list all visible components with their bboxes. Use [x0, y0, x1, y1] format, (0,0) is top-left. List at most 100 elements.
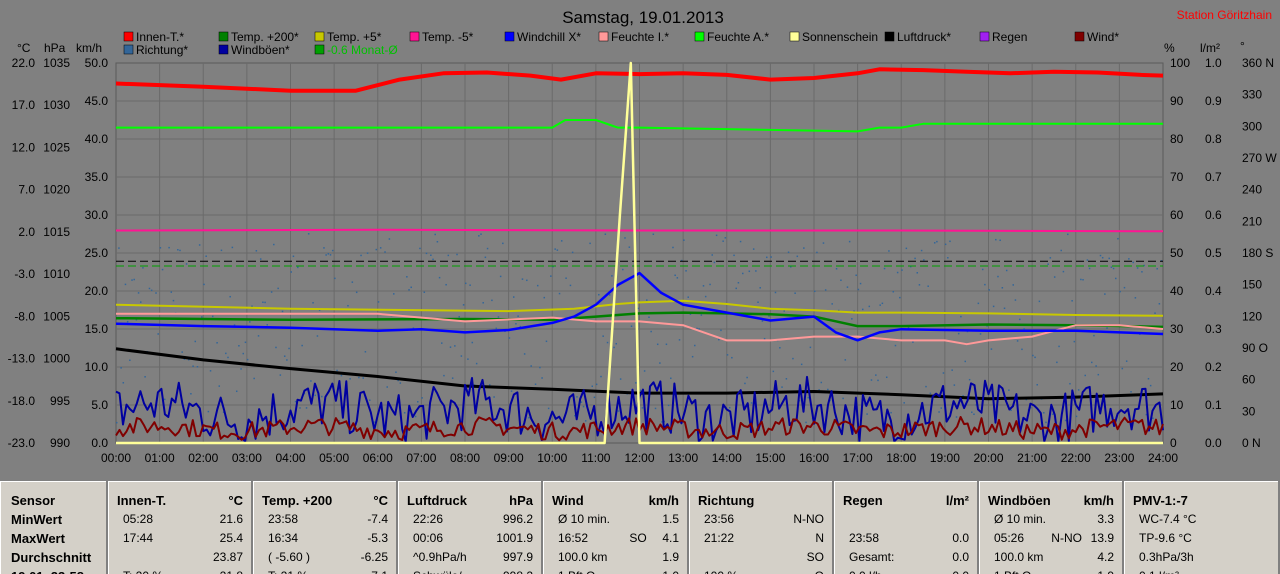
direction-point [962, 395, 964, 397]
direction-point [748, 270, 751, 273]
cell-value: 21.8 [220, 569, 243, 574]
direction-point [417, 401, 419, 403]
direction-point [432, 258, 434, 261]
deg-axis-tick: 0 N [1242, 436, 1261, 450]
direction-point [595, 383, 598, 386]
direction-point [1158, 303, 1161, 305]
direction-point [1008, 389, 1010, 391]
direction-point [635, 382, 637, 384]
direction-point [1104, 293, 1106, 295]
cell-value: 25.4 [219, 531, 243, 545]
direction-point [984, 283, 986, 286]
legend-swatch [218, 44, 229, 55]
direction-point [591, 385, 594, 388]
direction-point [685, 270, 687, 272]
direction-point [403, 412, 406, 414]
cell-label: 05:26 [994, 531, 1025, 545]
direction-point [257, 335, 260, 337]
direction-point [866, 413, 868, 415]
direction-point [347, 304, 349, 307]
direction-point [580, 401, 583, 403]
lm2-axis-tick: 0.5 [1205, 246, 1222, 260]
unit-lm2: l/m² [1200, 41, 1220, 55]
direction-point [207, 410, 210, 413]
direction-point [949, 240, 951, 243]
direction-point [349, 378, 351, 380]
panel-row: Schwüle/... 998.2 [399, 567, 541, 574]
direction-point [630, 325, 633, 327]
cell-value: -6.25 [360, 550, 388, 564]
cell-label: 23:58 [268, 512, 299, 526]
x-tick: 02:00 [188, 451, 218, 465]
direction-point [774, 291, 777, 294]
direction-point [925, 385, 927, 388]
direction-point [907, 326, 910, 329]
direction-point [981, 268, 984, 271]
direction-point [488, 384, 491, 386]
direction-point [1149, 384, 1152, 387]
direction-point [613, 346, 615, 349]
x-tick: 01:00 [145, 451, 175, 465]
direction-point [297, 266, 299, 269]
direction-point [137, 292, 140, 294]
legend-label: Windchill X* [517, 30, 581, 44]
direction-point [602, 335, 604, 337]
lm2-axis-tick: 0.8 [1205, 132, 1222, 146]
direction-point [687, 296, 689, 298]
panel-row: T: 20 % 21.8 [109, 567, 251, 574]
direction-point [334, 277, 336, 280]
direction-point [1051, 413, 1054, 416]
direction-point [1128, 258, 1130, 260]
direction-point [905, 247, 908, 250]
direction-point [724, 237, 727, 239]
direction-point [929, 392, 932, 395]
direction-point [1145, 413, 1148, 416]
direction-point [364, 351, 367, 353]
direction-point [968, 378, 971, 381]
direction-point [855, 274, 857, 277]
cell-label: 0.1 l/m² ... [1139, 569, 1192, 574]
x-tick: 13:00 [668, 451, 698, 465]
direction-point [814, 290, 816, 293]
direction-point [539, 366, 541, 369]
direction-point [486, 247, 489, 250]
direction-point [807, 396, 809, 399]
cell-label: T: 20 % [123, 569, 163, 574]
cell-value: 0.0 [952, 531, 969, 545]
hpa-axis-tick: 990 [50, 436, 70, 450]
direction-point [641, 407, 644, 409]
direction-point [545, 340, 548, 343]
x-tick: 19:00 [930, 451, 960, 465]
hpa-axis-tick: 1030 [43, 98, 70, 112]
direction-point [1005, 269, 1008, 272]
panel-header: Innen-T. [117, 493, 167, 508]
direction-point [251, 305, 253, 308]
cell-label: 17:44 [123, 531, 154, 545]
unit-celsius: °C [17, 41, 31, 55]
cell-label: Ø 10 min. [994, 512, 1047, 526]
direction-point [321, 395, 323, 398]
panel-row: SO [690, 548, 832, 567]
pct-axis-tick: 50 [1170, 246, 1184, 260]
direction-point [118, 247, 120, 249]
legend-swatch [123, 31, 134, 42]
direction-point [508, 337, 511, 339]
direction-point [478, 235, 480, 237]
hpa-axis-tick: 1005 [43, 309, 70, 323]
panel-unit: hPa [509, 493, 533, 508]
x-tick: 07:00 [406, 451, 436, 465]
direction-point [414, 415, 417, 418]
direction-point [755, 270, 757, 272]
unit-percent: % [1164, 41, 1175, 55]
direction-point [1019, 318, 1021, 321]
sensor-panel: Luftdruck hPa 22:26 996.2 00:06 1001.9 ^0.9hPa… [398, 481, 541, 574]
direction-point [133, 278, 135, 281]
lm2-axis-tick: 0.7 [1205, 170, 1222, 184]
direction-point [955, 416, 958, 418]
direction-point [1117, 237, 1119, 240]
direction-point [467, 358, 469, 360]
direction-point [1010, 409, 1012, 412]
direction-point [530, 365, 532, 367]
panel-row: 100.0 km 1.9 [544, 548, 687, 567]
deg-axis-tick: 180 S [1242, 246, 1273, 260]
